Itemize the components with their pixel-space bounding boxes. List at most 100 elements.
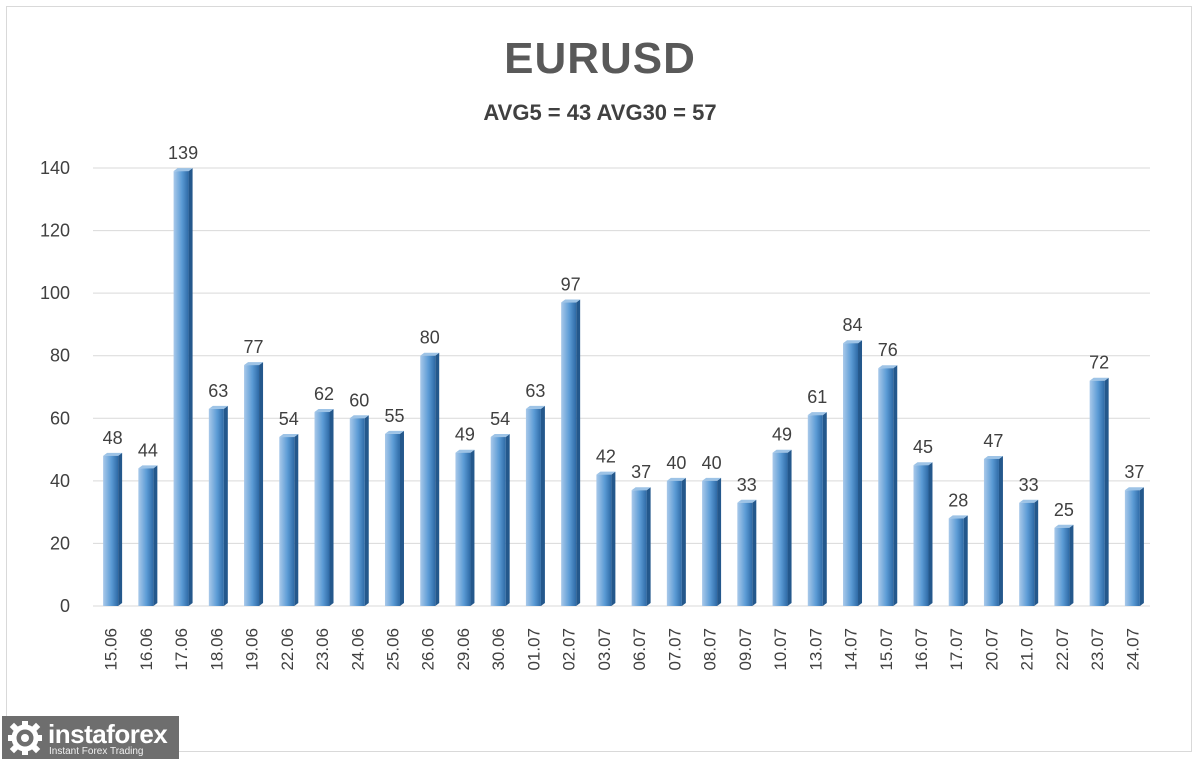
bar-top xyxy=(314,409,334,413)
bar-side xyxy=(963,515,968,606)
data-label: 44 xyxy=(138,440,158,460)
bar-top xyxy=(173,168,193,172)
x-tick-label: 16.07 xyxy=(912,628,931,671)
bar xyxy=(1124,490,1140,606)
data-label: 97 xyxy=(561,275,581,295)
bar-side xyxy=(822,412,827,606)
bar-top xyxy=(490,434,510,438)
x-tick-label: 22.06 xyxy=(278,628,297,671)
data-label: 72 xyxy=(1089,353,1109,373)
data-label: 40 xyxy=(702,453,722,473)
bar-top xyxy=(948,515,968,519)
bar-top xyxy=(983,455,1003,459)
x-tick-label: 24.07 xyxy=(1123,628,1142,671)
y-tick-label: 0 xyxy=(60,596,70,616)
bar-top xyxy=(138,465,158,469)
x-tick-label: 24.06 xyxy=(348,628,367,671)
bar-top xyxy=(384,430,404,434)
bar-top xyxy=(1124,487,1144,491)
bar-side xyxy=(470,449,475,606)
bar-side xyxy=(364,415,369,606)
bar-top xyxy=(772,449,792,453)
data-label: 63 xyxy=(208,381,228,401)
bar-top xyxy=(1019,499,1039,503)
data-label: 54 xyxy=(279,409,299,429)
bar-side xyxy=(399,430,404,606)
y-tick-label: 100 xyxy=(40,283,70,303)
data-label: 76 xyxy=(878,340,898,360)
bar xyxy=(878,368,894,606)
x-tick-label: 19.06 xyxy=(243,628,262,671)
x-tick-label: 25.06 xyxy=(383,628,402,671)
bar xyxy=(666,480,682,606)
bar xyxy=(1089,380,1105,606)
x-tick-label: 08.07 xyxy=(701,628,720,671)
bar xyxy=(244,365,260,606)
x-tick-label: 29.06 xyxy=(454,628,473,671)
bar-side xyxy=(752,499,757,606)
bar-top xyxy=(279,434,299,438)
x-tick-label: 02.07 xyxy=(560,628,579,671)
bar-top xyxy=(455,449,475,453)
bar-top xyxy=(596,471,616,475)
bar xyxy=(455,452,471,606)
chart-subtitle: AVG5 = 43 AVG30 = 57 xyxy=(483,100,717,125)
bar-top xyxy=(807,412,827,416)
bar-side xyxy=(928,462,933,606)
bar-side xyxy=(294,434,299,606)
bar-side xyxy=(998,455,1003,606)
bar-side xyxy=(1104,377,1109,606)
data-label: 45 xyxy=(913,437,933,457)
data-label: 139 xyxy=(168,143,198,163)
bar-side xyxy=(858,340,863,606)
x-tick-label: 14.07 xyxy=(842,628,861,671)
data-label: 54 xyxy=(490,409,510,429)
x-tick-label: 13.07 xyxy=(806,628,825,671)
bar-top xyxy=(208,405,228,409)
bar-side xyxy=(329,409,334,606)
bar xyxy=(525,408,541,606)
y-tick-label: 140 xyxy=(40,158,70,178)
logo-tagline: Instant Forex Trading xyxy=(49,746,144,757)
data-label: 25 xyxy=(1054,500,1074,520)
bar-top xyxy=(666,477,686,481)
y-tick-label: 60 xyxy=(50,408,70,428)
x-tick-label: 20.07 xyxy=(982,628,1001,671)
data-label: 49 xyxy=(455,425,475,445)
bar-side xyxy=(787,449,792,606)
x-tick-label: 06.07 xyxy=(630,628,649,671)
bar-top xyxy=(702,477,722,481)
data-label: 48 xyxy=(103,428,123,448)
bar-side xyxy=(118,452,123,606)
x-tick-label: 15.07 xyxy=(877,628,896,671)
x-tick-label: 23.06 xyxy=(313,628,332,671)
bar xyxy=(913,465,929,606)
bar-side xyxy=(1139,487,1144,606)
data-label: 33 xyxy=(737,475,757,495)
bar-top xyxy=(1089,377,1109,381)
data-label: 33 xyxy=(1019,475,1039,495)
bar-top xyxy=(1054,524,1074,528)
x-tick-label: 03.07 xyxy=(595,628,614,671)
x-tick-label: 22.07 xyxy=(1053,628,1072,671)
x-tick-label: 17.06 xyxy=(172,628,191,671)
gear-logo-icon xyxy=(8,721,42,755)
bar xyxy=(948,518,964,606)
bar-top xyxy=(244,362,264,366)
chart-title: EURUSD xyxy=(504,34,696,83)
bar xyxy=(702,480,718,606)
bar xyxy=(631,490,647,606)
bar-side xyxy=(188,168,193,606)
bar-side xyxy=(611,471,616,606)
x-tick-label: 07.07 xyxy=(665,628,684,671)
x-tick-label: 17.07 xyxy=(947,628,966,671)
bar-side xyxy=(576,299,581,606)
x-tick-label: 18.06 xyxy=(207,628,226,671)
data-label: 42 xyxy=(596,447,616,467)
data-label: 47 xyxy=(983,431,1003,451)
bar-side xyxy=(153,465,158,606)
bar-top xyxy=(349,415,369,419)
bar xyxy=(279,437,295,606)
bar-side xyxy=(893,365,898,606)
data-label: 40 xyxy=(666,453,686,473)
